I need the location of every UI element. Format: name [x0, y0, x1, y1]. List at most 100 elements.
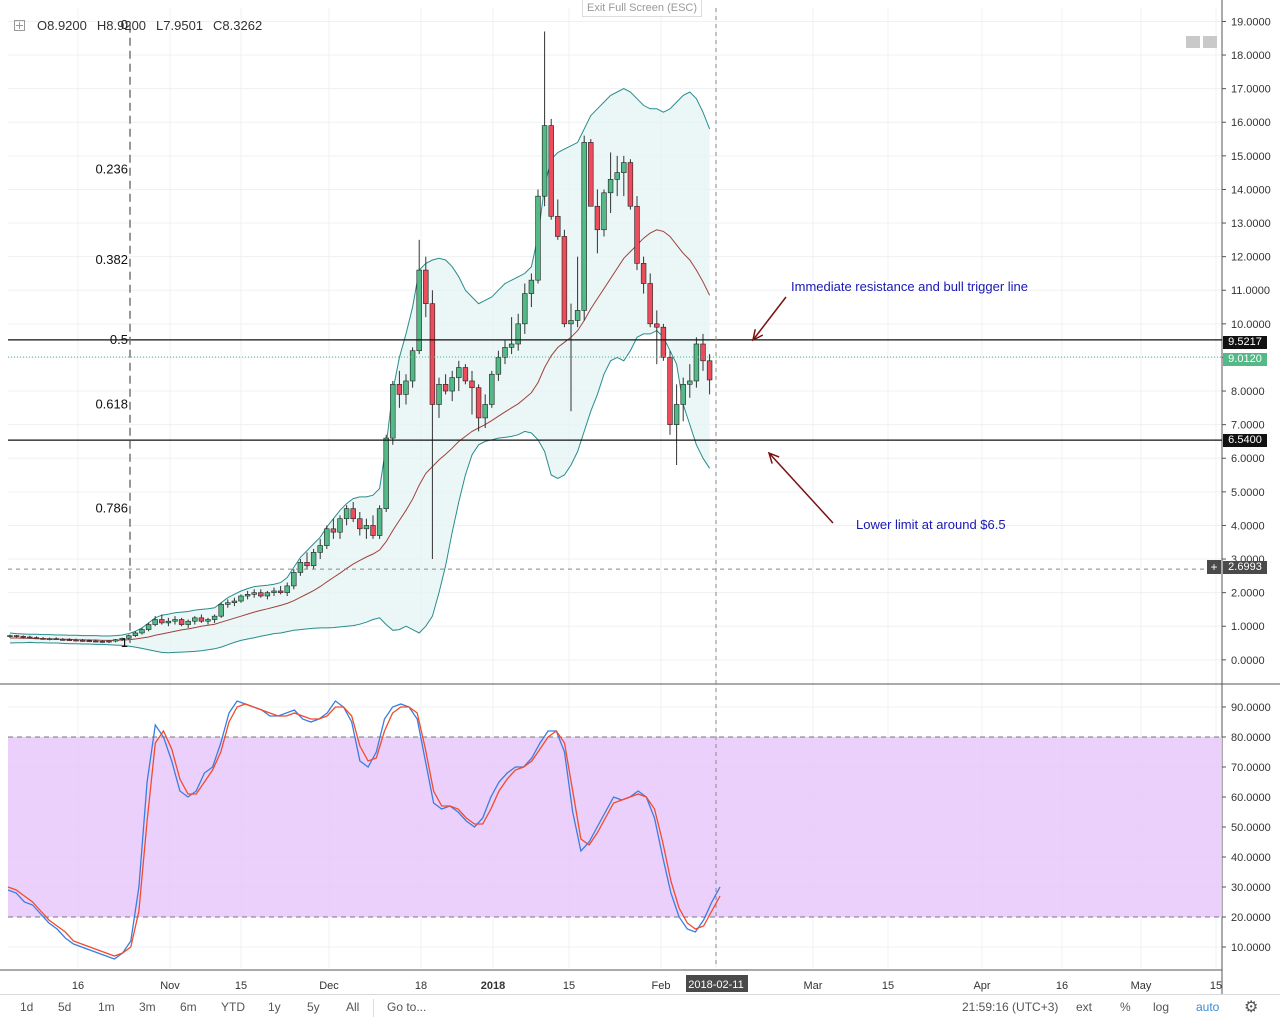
range-5d[interactable]: 5d	[58, 1000, 72, 1014]
candlestick-series	[7, 31, 713, 644]
stoch-tick-label: 50.0000	[1231, 822, 1271, 834]
candle-body	[165, 620, 172, 624]
range-1y[interactable]: 1y	[268, 1000, 281, 1014]
candle-body	[277, 590, 284, 593]
price-tick-label: 16.0000	[1231, 117, 1271, 129]
range-ytd[interactable]: YTD	[221, 1000, 245, 1014]
expand-icon[interactable]	[14, 20, 25, 31]
candle-body	[515, 323, 521, 345]
resistance-annotation: Immediate resistance and bull trigger li…	[791, 279, 1029, 294]
candle-body	[621, 162, 627, 173]
exit-full-screen-button[interactable]: Exit Full Screen (ESC)	[582, 0, 703, 17]
scroll-right-icon[interactable]	[1203, 36, 1217, 48]
fib-level-label: 0.618	[95, 396, 128, 411]
candle-body	[99, 641, 106, 643]
price-tick-label: 2.0000	[1231, 588, 1265, 600]
candle-body	[271, 590, 277, 593]
candle-body	[370, 525, 376, 536]
scroll-left-icon[interactable]	[1186, 36, 1200, 48]
range-5y[interactable]: 5y	[307, 1000, 320, 1014]
ohlc-close: C8.3262	[213, 18, 263, 33]
candle-body	[20, 636, 26, 638]
price-tick-label: 15.0000	[1231, 151, 1271, 163]
fib-level-label: 0.786	[95, 501, 128, 516]
crosshair-date-label: 2018-02-11	[688, 979, 743, 991]
candle-body	[654, 323, 660, 328]
clock-readout: 21:59:16 (UTC+3)	[962, 1000, 1059, 1014]
candle-body	[132, 632, 139, 636]
candle-body	[79, 640, 86, 642]
time-tick-label: Feb	[652, 980, 671, 992]
log-toggle[interactable]: log	[1153, 1000, 1170, 1014]
price-tick-label: 12.0000	[1231, 252, 1271, 264]
candle-body	[409, 350, 416, 382]
range-1m[interactable]: 1m	[98, 1000, 115, 1014]
resistance-price-label: 9.5217	[1223, 336, 1267, 349]
time-tick-label: Mar	[804, 980, 823, 992]
candle-body	[225, 602, 231, 605]
price-tick-label: 11.0000	[1231, 285, 1270, 297]
range-6m[interactable]: 6m	[180, 1000, 197, 1014]
candle-body	[159, 619, 165, 624]
stoch-tick-label: 80.0000	[1231, 732, 1271, 744]
candle-body	[482, 404, 488, 419]
chart-corner-controls	[1186, 36, 1217, 48]
price-tick-label: 13.0000	[1231, 218, 1271, 230]
candle-body	[627, 162, 634, 207]
time-tick-label: 15	[235, 980, 247, 992]
percent-toggle[interactable]: %	[1120, 1000, 1131, 1014]
stoch-tick-label: 90.0000	[1231, 702, 1271, 714]
candle-body	[667, 357, 673, 425]
goto-button[interactable]: Go to...	[387, 1000, 427, 1014]
time-tick-label: 15	[882, 980, 894, 992]
ext-toggle[interactable]: ext	[1076, 1000, 1093, 1014]
price-tick-label: 19.0000	[1231, 16, 1271, 28]
fib-level-label: 0.5	[110, 332, 128, 347]
range-3m[interactable]: 3m	[139, 1000, 156, 1014]
stoch-tick-label: 40.0000	[1231, 852, 1271, 864]
candle-body	[442, 384, 449, 392]
candle-body	[508, 343, 515, 348]
candle-body	[73, 639, 79, 642]
auto-toggle[interactable]: auto	[1196, 1000, 1220, 1014]
candle-body	[363, 525, 370, 530]
candle-body	[555, 216, 561, 237]
price-tick-label: 18.0000	[1231, 50, 1271, 62]
price-tick-label: 1.0000	[1231, 621, 1265, 633]
candle-body	[93, 640, 99, 643]
candle-body	[673, 404, 680, 425]
add-icon[interactable]: +	[1207, 560, 1221, 574]
candle-body	[284, 585, 290, 593]
candle-body	[522, 293, 528, 325]
candle-body	[475, 387, 482, 419]
candle-body	[680, 384, 686, 405]
candle-body	[687, 380, 693, 385]
candle-body	[251, 592, 257, 595]
candle-body	[66, 639, 73, 641]
candle-body	[376, 508, 383, 536]
candle-body	[33, 637, 40, 639]
candle-body	[350, 508, 356, 520]
bollinger-upper	[9, 88, 711, 637]
candle-body	[106, 640, 112, 643]
current-price-label: 9.0120	[1223, 353, 1267, 366]
candle-body	[172, 619, 178, 622]
candle-body	[27, 636, 33, 639]
fib-level-label: 0.236	[95, 161, 128, 176]
candle-body	[343, 508, 350, 520]
resistance-arrow-head	[751, 329, 764, 342]
candle-body	[244, 594, 251, 597]
range-all[interactable]: All	[346, 1000, 360, 1014]
candle-body	[396, 384, 403, 395]
range-1d[interactable]: 1d	[20, 1000, 34, 1014]
settings-gear-icon[interactable]: ⚙	[1244, 999, 1259, 1016]
horizontal-lines	[8, 8, 1222, 968]
candle-body	[647, 283, 653, 325]
price-tick-label: 0.0000	[1231, 655, 1265, 667]
price-tick-label: 4.0000	[1231, 520, 1265, 532]
fib-level-label: 0.382	[95, 252, 128, 267]
annotation-arrows	[751, 296, 834, 524]
bollinger-fill	[10, 88, 710, 653]
candle-body	[337, 518, 343, 533]
